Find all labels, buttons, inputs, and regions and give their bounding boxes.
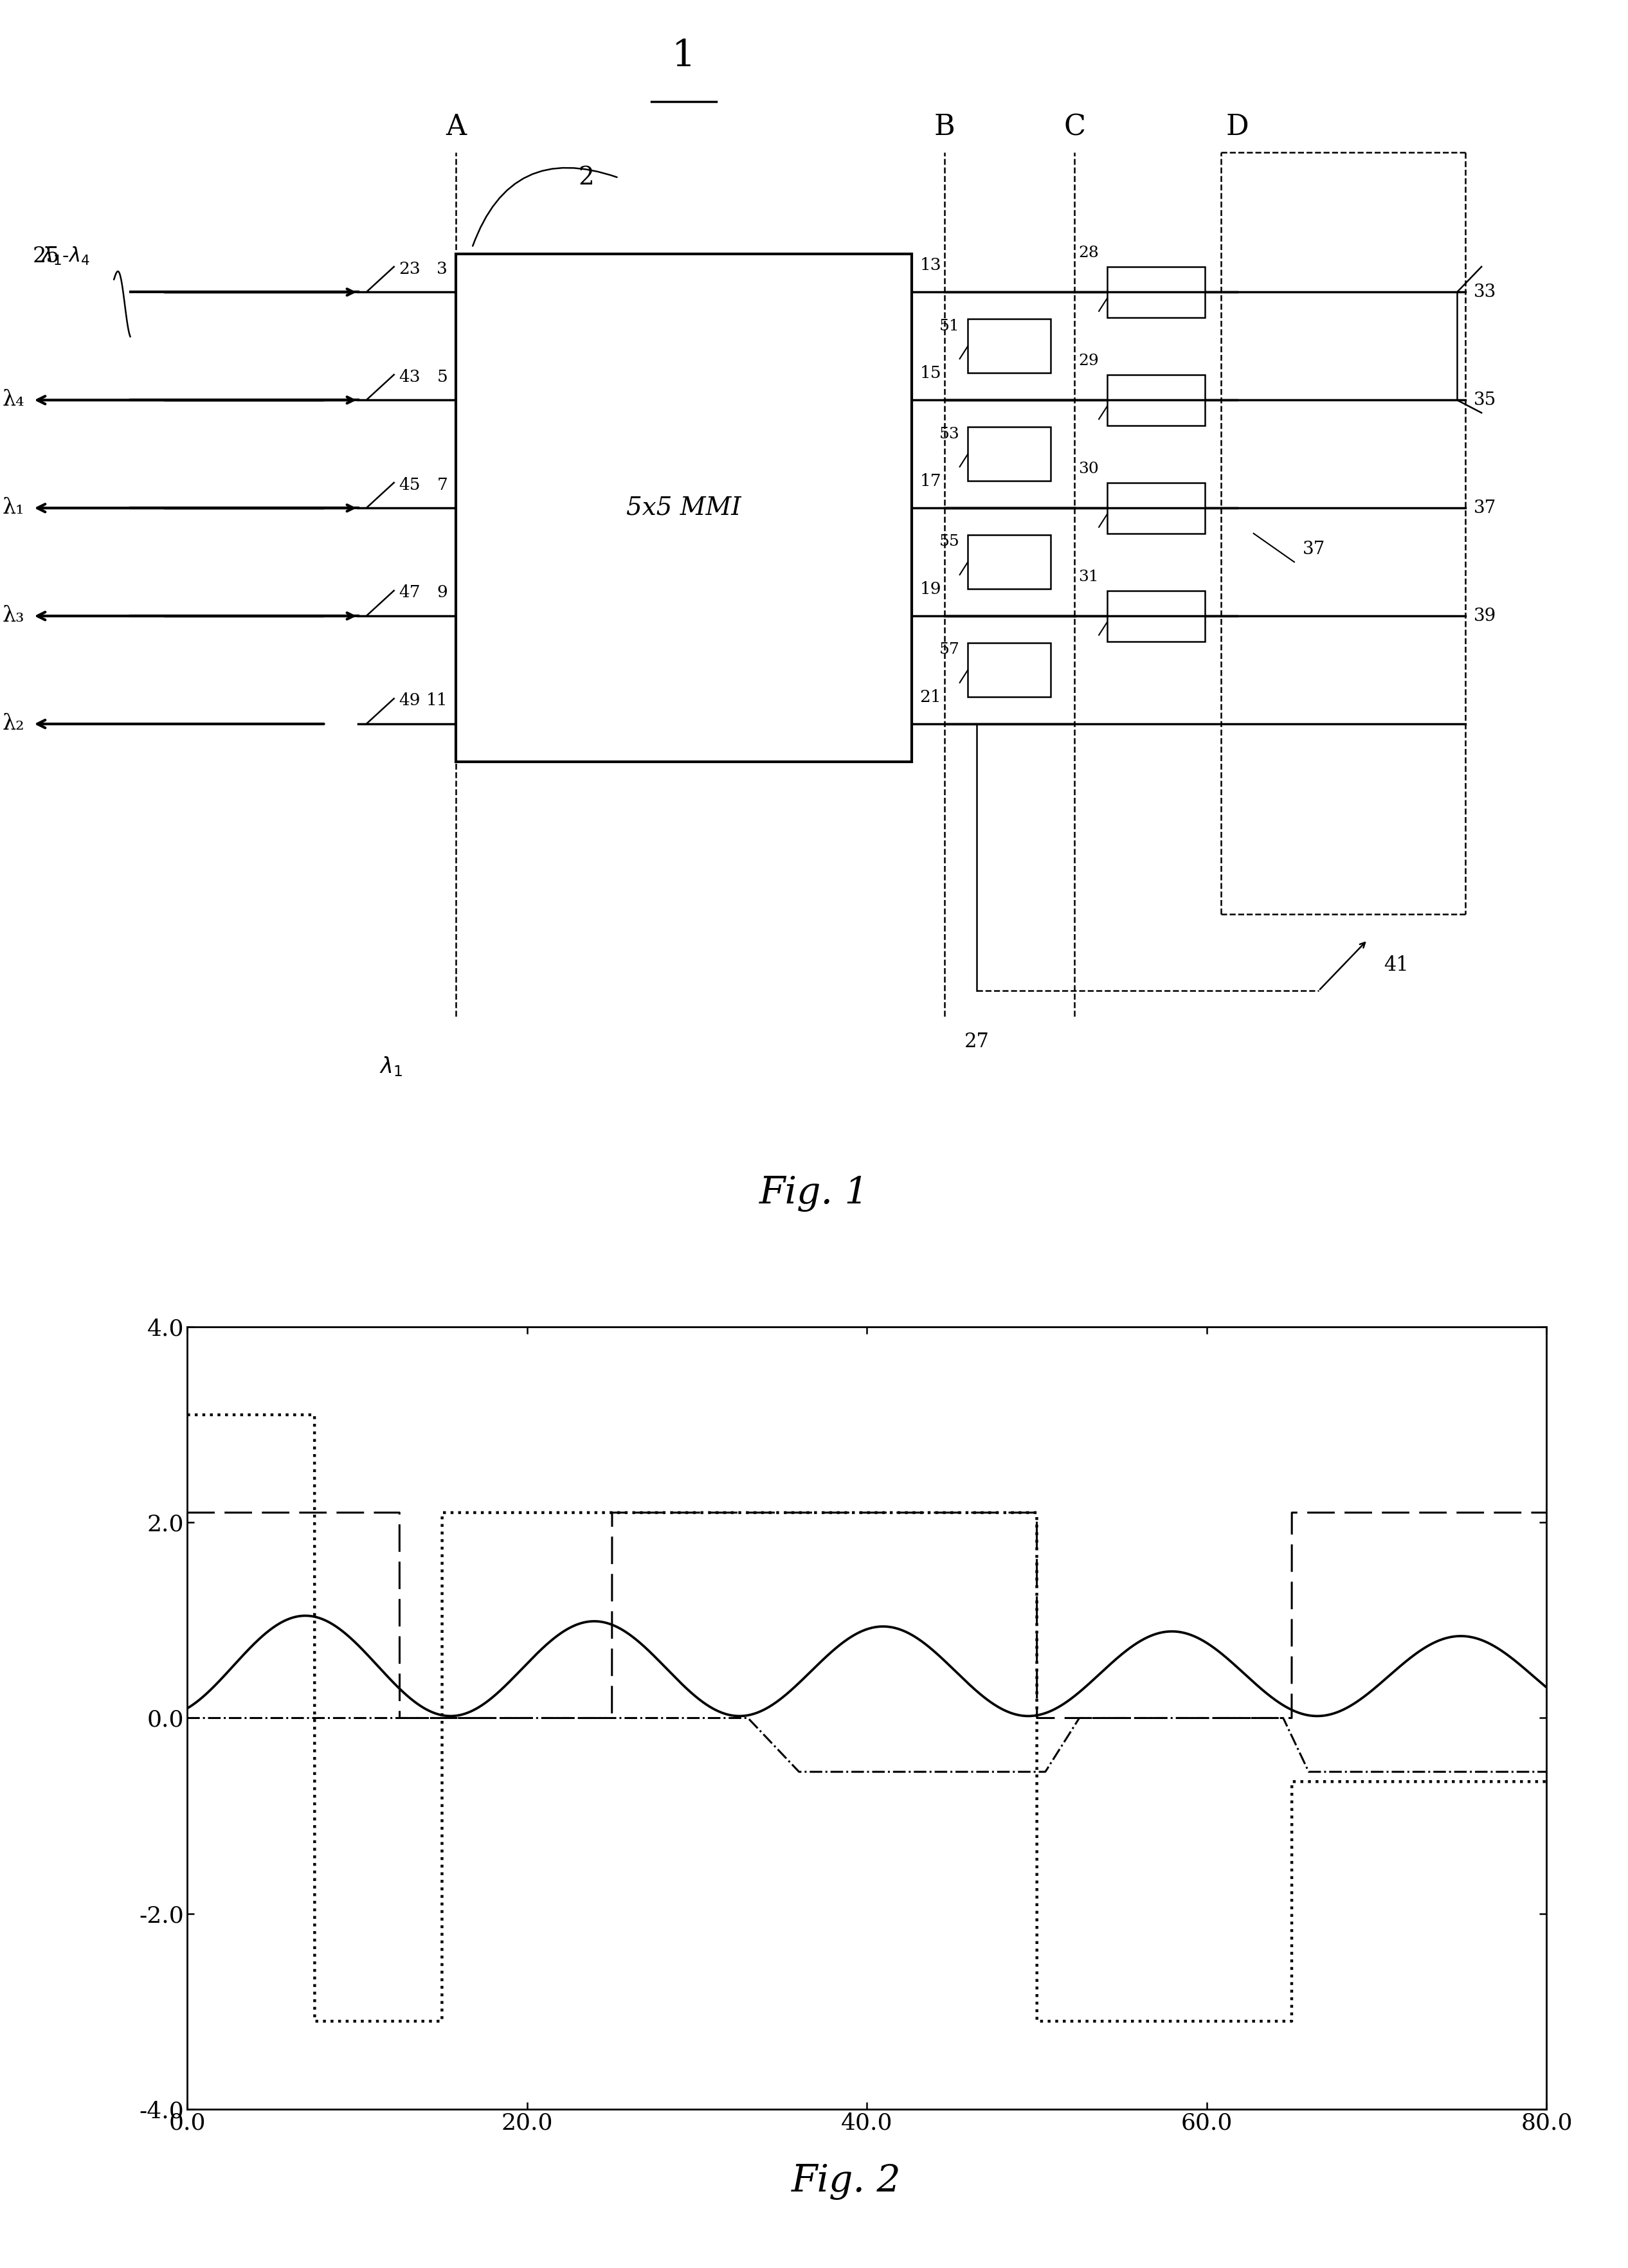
Text: 31: 31 [1079, 569, 1099, 585]
Text: 51: 51 [939, 318, 961, 333]
Text: 5: 5 [436, 370, 448, 386]
Text: 25: 25 [33, 247, 60, 268]
Text: 17: 17 [920, 474, 941, 490]
Text: 1: 1 [672, 39, 695, 75]
Text: 35: 35 [1473, 392, 1496, 408]
Polygon shape [1107, 268, 1205, 318]
Text: λ₂: λ₂ [2, 714, 24, 735]
Text: 28: 28 [1078, 245, 1099, 261]
Text: 2: 2 [578, 166, 594, 191]
Text: 29: 29 [1078, 354, 1099, 367]
Text: 47: 47 [399, 585, 420, 601]
Text: 43: 43 [399, 370, 420, 386]
Text: 7: 7 [436, 476, 448, 492]
Polygon shape [967, 320, 1052, 372]
Text: 33: 33 [1473, 284, 1496, 302]
Text: 5x5 MMI: 5x5 MMI [627, 497, 741, 519]
Text: 21: 21 [920, 689, 941, 705]
Text: Fig. 2: Fig. 2 [791, 2164, 902, 2200]
Text: λ₃: λ₃ [2, 606, 24, 626]
Polygon shape [967, 426, 1052, 481]
Text: C: C [1063, 113, 1086, 141]
Text: 9: 9 [436, 585, 448, 601]
Text: $\lambda_1$: $\lambda_1$ [379, 1055, 402, 1077]
Text: 49: 49 [399, 692, 420, 708]
Text: 23: 23 [399, 261, 420, 277]
Polygon shape [967, 535, 1052, 590]
Text: 55: 55 [939, 535, 961, 549]
Text: 41: 41 [1384, 955, 1408, 975]
Text: A: A [446, 113, 466, 141]
Text: 53: 53 [939, 426, 961, 442]
Polygon shape [1107, 483, 1205, 533]
Text: Fig. 1: Fig. 1 [759, 1175, 869, 1211]
Text: 19: 19 [920, 581, 941, 596]
Text: 57: 57 [939, 642, 961, 658]
Text: 3: 3 [436, 261, 448, 277]
Text: 27: 27 [964, 1032, 990, 1052]
Text: λ₄: λ₄ [2, 390, 24, 411]
Polygon shape [456, 254, 912, 762]
Text: 11: 11 [427, 692, 448, 708]
Polygon shape [1107, 590, 1205, 642]
Text: B: B [934, 113, 954, 141]
Text: 15: 15 [920, 365, 941, 381]
Text: λ₁: λ₁ [2, 497, 24, 519]
Polygon shape [1107, 374, 1205, 426]
Text: 39: 39 [1473, 608, 1496, 624]
Polygon shape [967, 644, 1052, 696]
Text: $\lambda_1$-$\lambda_4$: $\lambda_1$-$\lambda_4$ [41, 245, 90, 268]
Text: 37: 37 [1302, 540, 1325, 558]
Text: 45: 45 [399, 476, 420, 492]
Text: 13: 13 [920, 256, 941, 272]
Text: D: D [1226, 113, 1249, 141]
Text: 37: 37 [1473, 499, 1496, 517]
Text: 30: 30 [1078, 460, 1099, 476]
